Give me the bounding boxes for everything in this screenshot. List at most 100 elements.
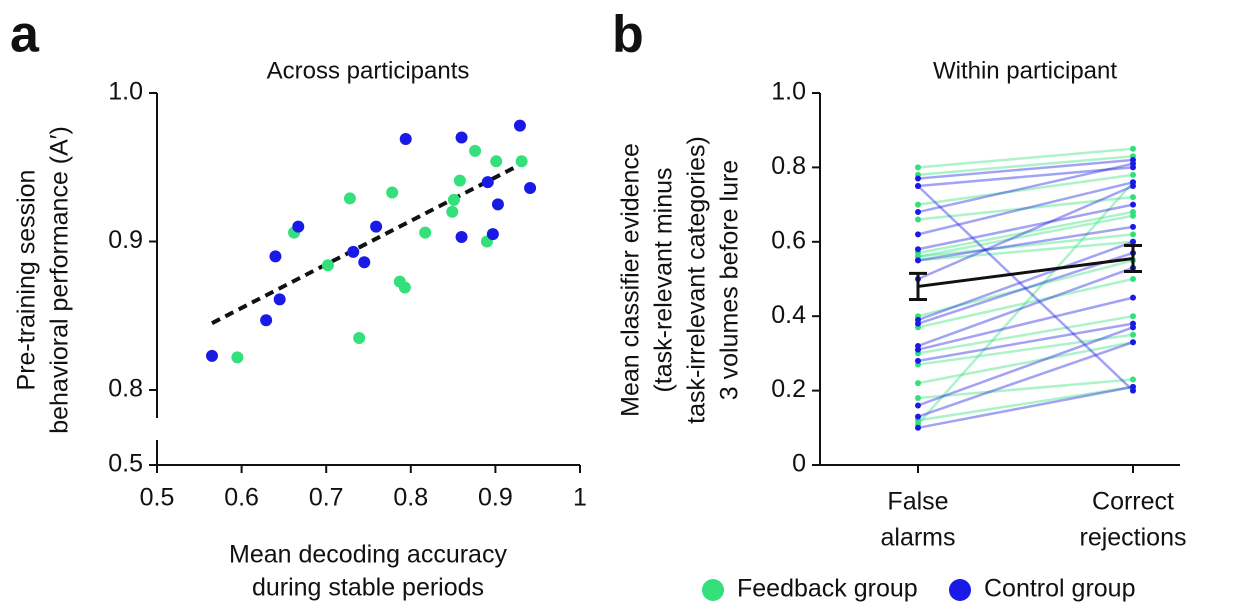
x-tick-label: alarms [880, 524, 955, 552]
fit-line [211, 162, 522, 325]
participant-line [917, 277, 1134, 329]
participant-line [917, 322, 1134, 363]
y-tick-label: 1.0 [771, 78, 806, 106]
participant-line [917, 195, 1134, 221]
participant-point [1130, 376, 1136, 383]
x-axis-label: Mean decoding accuracy [229, 541, 507, 569]
y-axis-label: Mean classifier evidence [617, 143, 645, 417]
participant-line [917, 154, 1134, 177]
participant-point [1130, 276, 1136, 282]
legend-swatch [949, 579, 971, 601]
participant-point [1130, 183, 1136, 189]
x-tick-label: 0.7 [309, 484, 344, 512]
scatter-point [321, 259, 334, 272]
scatter-point [447, 193, 460, 206]
scatter-point [205, 349, 218, 362]
y-tick-label: 0.6 [771, 226, 806, 254]
participant-line [917, 158, 1134, 180]
x-tick-label: 0.6 [224, 484, 259, 512]
panel-label: b [612, 6, 644, 64]
participant-line [917, 184, 1134, 281]
participant-point [1130, 339, 1136, 346]
participant-line [917, 378, 1134, 400]
scatter-point [260, 314, 273, 327]
y-axis-label: behavioral performance (A′) [46, 126, 74, 434]
panel-label: a [10, 6, 40, 64]
scatter-point [353, 332, 366, 345]
x-tick-label: 0.5 [140, 484, 175, 512]
legend-swatch [702, 579, 724, 601]
participant-point [915, 402, 921, 409]
scatter-point [273, 293, 286, 306]
x-tick-label: False [887, 488, 948, 516]
error-bar [1124, 244, 1142, 274]
participant-point [1130, 160, 1136, 167]
participant-point [915, 424, 921, 431]
y-tick-label: 0.5 [108, 450, 143, 478]
chart-title: Within participant [933, 57, 1117, 84]
scatter-point [481, 176, 494, 189]
participant-point [1130, 231, 1136, 238]
participant-point [1130, 171, 1136, 178]
scatter-point [469, 144, 482, 157]
participant-point [1130, 201, 1136, 208]
participant-point [1130, 331, 1136, 338]
x-tick-label: Correct [1092, 488, 1174, 516]
participant-line [917, 296, 1134, 351]
y-tick-label: 1.0 [108, 78, 143, 106]
participant-point [915, 357, 921, 364]
scatter-point [490, 155, 503, 168]
scatter-point [269, 250, 282, 263]
x-tick-label: rejections [1080, 524, 1187, 552]
participant-line [917, 251, 1134, 325]
participant-line [917, 210, 1134, 255]
scatter-point [398, 281, 411, 294]
y-tick-label: 0.9 [108, 226, 143, 254]
participant-point [1130, 387, 1136, 394]
participant-point [915, 346, 921, 353]
y-axis-label: Pre-training session [13, 170, 41, 391]
participant-point [1130, 324, 1136, 331]
scatter-point [486, 228, 499, 241]
scatter-point [453, 174, 466, 187]
participant-point [1130, 145, 1136, 152]
participant-line [917, 259, 1134, 318]
y-tick-label: 0.8 [771, 152, 806, 180]
participant-line [917, 162, 1134, 214]
participant-line [917, 333, 1134, 366]
participant-point [1130, 223, 1136, 230]
participant-line [917, 181, 1134, 236]
participant-line [917, 326, 1134, 407]
participant-line [917, 233, 1134, 258]
participant-line [917, 240, 1134, 322]
scatter-point [370, 220, 383, 233]
participant-point [915, 320, 921, 327]
scatter-point [386, 186, 399, 199]
participant-point [915, 209, 921, 216]
y-tick-label: 0.2 [771, 375, 806, 403]
y-tick-label: 0.4 [771, 301, 806, 329]
y-tick-label: 0 [792, 450, 806, 478]
scatter-point [358, 256, 371, 269]
participant-line [917, 147, 1134, 169]
participant-point [915, 231, 921, 238]
participant-point [915, 175, 921, 182]
scatter-point [524, 182, 537, 195]
participant-line [917, 203, 1134, 251]
participant-point [1130, 212, 1136, 219]
participant-point [1130, 313, 1136, 320]
y-tick-label: 0.8 [108, 375, 143, 403]
participant-point [915, 257, 921, 264]
participant-point [915, 395, 921, 402]
participant-line [917, 240, 1134, 262]
error-bar [909, 271, 927, 301]
x-tick-label: 0.8 [393, 484, 428, 512]
scatter-point [231, 351, 244, 364]
participant-point [915, 201, 921, 208]
participant-point [915, 216, 921, 223]
scatter-point [455, 231, 468, 244]
scatter-point [399, 133, 412, 146]
participant-line [917, 225, 1134, 262]
y-axis-label: task-irrelevant categories) [683, 136, 711, 424]
